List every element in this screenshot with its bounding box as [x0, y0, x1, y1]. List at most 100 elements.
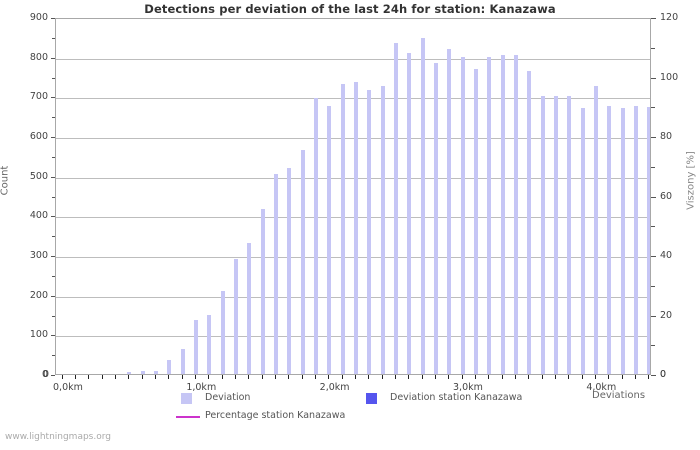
y-axis-left-minor-tick — [52, 355, 55, 356]
x-axis-tick-label: 0,0km — [53, 382, 83, 393]
x-axis-tick — [475, 375, 476, 379]
y-axis-right-tick-label: 20 — [660, 309, 673, 321]
x-axis-tick — [275, 375, 276, 379]
x-axis-tick — [62, 375, 63, 379]
x-axis-tick — [222, 375, 223, 379]
y-axis-left-tick — [51, 256, 55, 257]
x-axis-tick-label: 4,0km — [586, 382, 617, 393]
y-axis-left-tick — [51, 97, 55, 98]
bar — [260, 209, 265, 374]
y-axis-left-zero-label: 0 — [43, 369, 50, 380]
x-axis-label: Deviations — [592, 390, 646, 401]
gridline — [56, 98, 650, 99]
bar — [487, 56, 492, 374]
y-axis-right-tick — [651, 137, 656, 138]
bar — [407, 52, 412, 374]
bar — [527, 70, 532, 374]
x-axis-tick — [155, 375, 156, 379]
legend-label[interactable]: Deviation station Kanazawa — [390, 392, 523, 403]
x-axis-tick — [502, 375, 503, 379]
bar — [354, 82, 358, 374]
bar — [380, 86, 385, 374]
y-axis-right-minor-tick — [651, 48, 655, 49]
x-axis-tick — [355, 375, 356, 379]
x-axis-tick — [368, 375, 369, 379]
y-axis-left-minor-tick — [52, 38, 55, 39]
y-axis-right-tick — [651, 18, 656, 19]
x-axis-tick-label: 2,0km — [319, 382, 350, 393]
y-axis-left-tick-label: 300 — [29, 250, 48, 261]
x-axis-tick — [608, 375, 609, 379]
y-axis-left-tick-label: 800 — [29, 51, 48, 63]
gridline — [56, 178, 650, 179]
x-axis-tick — [115, 375, 116, 379]
y-axis-right-tick — [651, 316, 656, 317]
x-axis-tick — [408, 375, 409, 379]
x-axis-tick — [648, 375, 649, 379]
bar — [207, 315, 212, 374]
legend-label[interactable]: Percentage station Kanazawa — [205, 410, 346, 421]
x-axis-tick — [328, 375, 329, 379]
y-axis-right-minor-tick — [651, 226, 655, 227]
x-axis-tick — [422, 375, 423, 379]
legend-label[interactable]: Deviation — [205, 392, 251, 403]
legend-swatch — [366, 393, 377, 404]
y-axis-left-tick — [51, 137, 55, 138]
y-axis-left-tick — [51, 296, 55, 297]
bar — [634, 106, 638, 374]
y-axis-left-minor-tick — [52, 236, 55, 237]
y-axis-left-tick-label: 400 — [29, 210, 48, 222]
x-axis-tick — [342, 375, 343, 379]
bar — [474, 68, 478, 374]
x-axis-tick-label: 3,0km — [453, 382, 483, 393]
gridline — [56, 257, 650, 258]
x-axis-tick — [435, 375, 436, 379]
x-axis-tick — [462, 375, 463, 379]
y-axis-right-minor-tick — [651, 345, 655, 346]
x-axis-tick — [528, 375, 529, 379]
bar — [567, 96, 572, 374]
y-axis-right-tick-label: 100 — [660, 71, 679, 83]
footer-watermark: www.lightningmaps.org — [5, 432, 111, 442]
bar — [594, 86, 598, 374]
bar — [180, 348, 185, 374]
y-axis-right-zero-label: 0 — [660, 369, 667, 380]
gridline — [56, 217, 650, 218]
y-axis-right-tick — [651, 197, 656, 198]
x-axis-tick — [582, 375, 583, 379]
x-axis-tick — [515, 375, 516, 379]
y-axis-left-tick — [51, 177, 55, 178]
y-axis-left-tick-label: 200 — [29, 289, 48, 301]
y-axis-right-tick-label: 80 — [660, 131, 673, 142]
y-axis-right-minor-tick — [651, 167, 655, 168]
x-axis-tick — [542, 375, 543, 379]
bar — [154, 370, 158, 374]
gridline — [56, 138, 650, 139]
legend-swatch — [181, 393, 192, 404]
bar — [460, 56, 465, 374]
bar — [620, 108, 625, 374]
x-axis-tick — [195, 375, 196, 379]
bar — [127, 372, 132, 374]
x-axis-tick — [622, 375, 623, 379]
x-axis-tick — [208, 375, 209, 379]
gridline — [56, 297, 650, 298]
y-axis-left-tick — [51, 335, 55, 336]
x-axis-tick — [555, 375, 556, 379]
y-axis-left-minor-tick — [52, 316, 55, 317]
y-axis-left-minor-tick — [52, 276, 55, 277]
bar — [300, 149, 305, 374]
bar — [167, 359, 172, 374]
x-axis-tick — [302, 375, 303, 379]
bar — [420, 37, 425, 374]
y-axis-right-minor-tick — [651, 286, 655, 287]
y-axis-left-tick-label: 700 — [29, 91, 48, 103]
bar — [194, 320, 198, 374]
chart-legend: Deviation Deviation station Kanazawa Perce… — [0, 388, 700, 433]
y-axis-left-tick — [51, 375, 55, 376]
y-axis-left-tick-label: 100 — [29, 329, 48, 341]
bar — [500, 54, 505, 374]
x-axis-tick — [448, 375, 449, 379]
bar — [554, 96, 558, 374]
